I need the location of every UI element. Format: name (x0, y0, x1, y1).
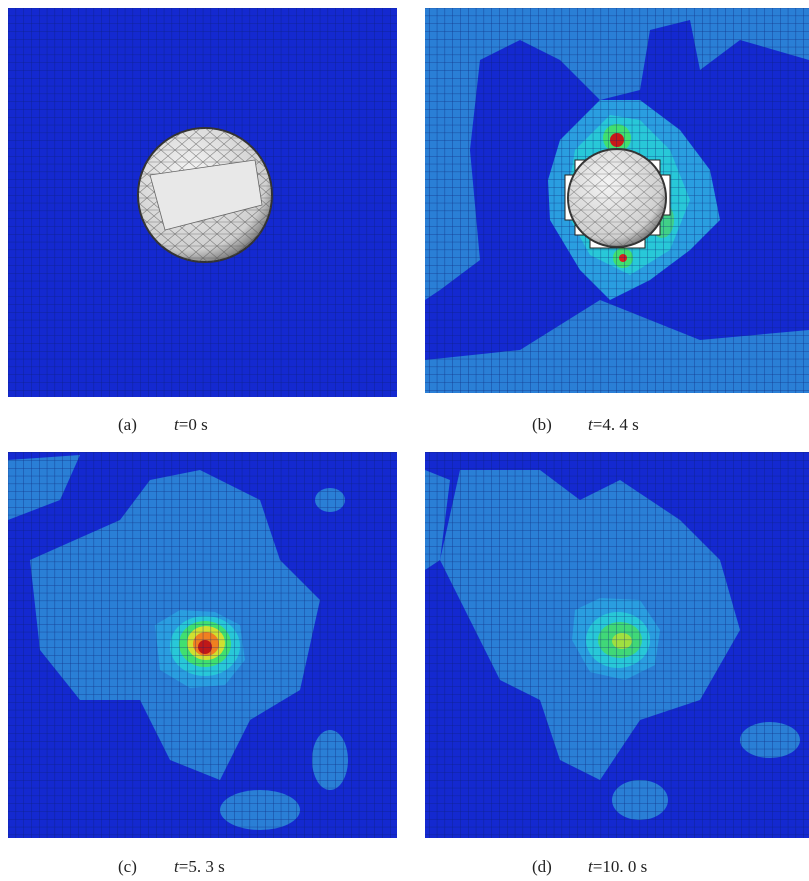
caption-rest: =5. 3 s (179, 857, 225, 876)
caption-label: (c) (118, 857, 137, 876)
caption-label: (b) (532, 415, 552, 434)
caption-expr: t=10. 0 s (588, 857, 647, 876)
panel-c (8, 452, 397, 838)
panel-d (425, 452, 809, 838)
caption-label: (a) (118, 415, 137, 434)
caption-expr: t=4. 4 s (588, 415, 639, 434)
panel-b (425, 8, 809, 393)
figure: (a) t=0 s (b) t=4. 4 s (c) t=5. 3 s (d) … (0, 0, 809, 881)
caption-expr: t=0 s (174, 415, 208, 434)
panel-a (8, 8, 397, 397)
caption-rest: =4. 4 s (593, 415, 639, 434)
caption-rest: =10. 0 s (593, 857, 647, 876)
caption-label: (d) (532, 857, 552, 876)
caption-rest: =0 s (179, 415, 208, 434)
caption-expr: t=5. 3 s (174, 857, 225, 876)
